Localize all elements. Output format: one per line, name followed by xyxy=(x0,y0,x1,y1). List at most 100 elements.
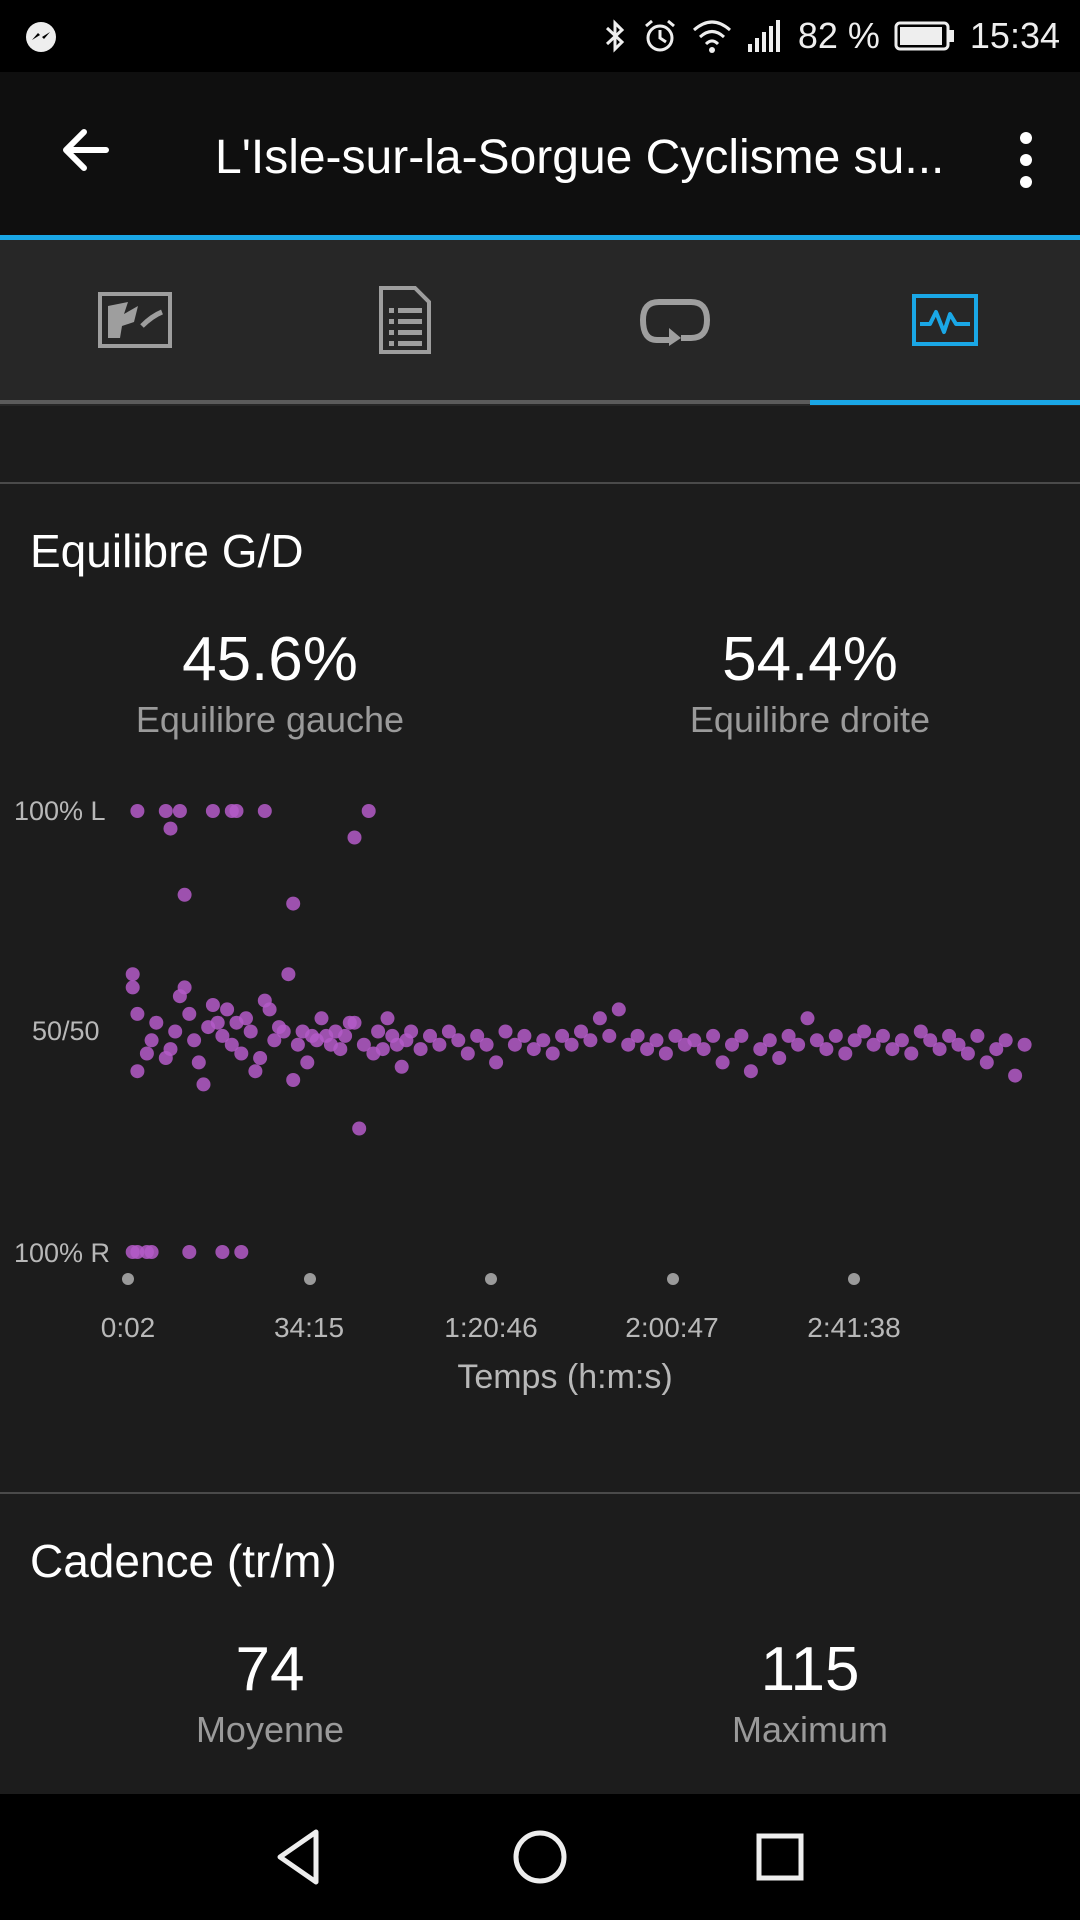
data-point xyxy=(621,1037,636,1052)
data-point xyxy=(205,804,220,818)
nav-back-icon[interactable] xyxy=(266,1824,332,1890)
x-tick-label: 0:02 xyxy=(100,1312,156,1343)
y-tick-label: 100% L xyxy=(14,796,106,826)
more-options-icon[interactable] xyxy=(1006,130,1046,190)
data-point xyxy=(215,1245,230,1259)
map-icon xyxy=(98,292,172,348)
data-point xyxy=(526,1042,541,1057)
data-point xyxy=(229,804,244,818)
data-point xyxy=(942,1028,957,1043)
data-point xyxy=(338,1028,353,1043)
x-axis-title: Temps (h:m:s) xyxy=(457,1358,673,1396)
activity-title: L'Isle-sur-la-Sorgue Cyclisme su... xyxy=(215,131,945,184)
data-point xyxy=(687,1033,702,1048)
data-point xyxy=(828,1028,843,1043)
data-point xyxy=(177,980,192,995)
data-point xyxy=(286,1073,301,1087)
data-point xyxy=(281,967,296,982)
data-point xyxy=(564,1037,579,1052)
data-point xyxy=(904,1046,919,1061)
data-point xyxy=(314,1011,329,1026)
data-point xyxy=(177,887,192,902)
data-point xyxy=(640,1042,655,1057)
data-point xyxy=(404,1024,419,1039)
data-point xyxy=(267,1033,282,1048)
y-tick-label: 100% R xyxy=(14,1238,111,1268)
nav-recents-icon[interactable] xyxy=(747,1824,813,1890)
balance-chart[interactable]: 100% L 50/50 100% R 0:02 34:15 1:20:46 2… xyxy=(0,780,1080,1400)
data-point xyxy=(356,1037,371,1052)
battery-icon xyxy=(894,21,954,51)
data-point xyxy=(300,1055,315,1070)
data-point xyxy=(342,1015,357,1030)
back-arrow-icon[interactable] xyxy=(56,120,116,180)
data-point xyxy=(960,1046,975,1061)
tab-bar xyxy=(0,240,1080,406)
cadence-max-value: 115 xyxy=(760,1635,860,1704)
data-point xyxy=(380,1011,395,1026)
data-point xyxy=(163,821,178,836)
data-point xyxy=(182,1245,197,1259)
divider xyxy=(0,1492,1080,1494)
app-bar-accent-line xyxy=(0,235,1080,240)
data-point xyxy=(592,1011,607,1026)
data-point xyxy=(248,1064,263,1079)
wifi-icon xyxy=(692,20,731,53)
data-point xyxy=(172,804,187,818)
charts-icon xyxy=(912,294,978,346)
right-balance-stat: 54.4% Equilibre droite xyxy=(540,624,1080,741)
data-point xyxy=(210,1015,225,1030)
data-point xyxy=(130,1064,145,1079)
tab-charts[interactable] xyxy=(810,240,1080,405)
cadence-max-stat: 115 Maximum xyxy=(540,1634,1080,1751)
data-point xyxy=(951,1037,966,1052)
data-point xyxy=(413,1042,428,1057)
data-point xyxy=(781,1028,796,1043)
tab-laps[interactable] xyxy=(540,240,810,404)
cadence-avg-value: 74 xyxy=(235,1635,305,1704)
data-point xyxy=(979,1055,994,1070)
app-bar: L'Isle-sur-la-Sorgue Cyclisme su... xyxy=(0,72,1080,240)
data-point xyxy=(423,1028,437,1043)
tab-map[interactable] xyxy=(0,240,270,404)
battery-percent: 82 % xyxy=(797,15,880,56)
data-point xyxy=(847,1033,862,1048)
left-balance-label: Equilibre gauche xyxy=(135,699,405,740)
data-point xyxy=(725,1037,739,1052)
data-point xyxy=(215,1028,230,1043)
data-point xyxy=(498,1024,513,1039)
data-point xyxy=(649,1033,664,1048)
data-point xyxy=(479,1037,494,1052)
data-point xyxy=(885,1042,900,1057)
x-axis-tick xyxy=(848,1273,860,1285)
data-point xyxy=(460,1046,475,1061)
data-point xyxy=(611,1002,626,1017)
cadence-max-label: Maximum xyxy=(731,1709,888,1750)
data-point xyxy=(555,1028,570,1043)
data-point xyxy=(998,1033,1013,1048)
details-icon xyxy=(379,286,431,354)
nav-home-icon[interactable] xyxy=(507,1824,573,1890)
data-point xyxy=(139,1046,154,1061)
tab-details[interactable] xyxy=(270,240,540,404)
status-bar: 82 % 15:34 xyxy=(0,0,1080,72)
content-area[interactable]: Equilibre G/D 45.6% Equilibre gauche 54.… xyxy=(0,406,1080,1794)
x-tick-label: 2:41:38 xyxy=(807,1312,901,1343)
x-axis-tick xyxy=(304,1273,316,1285)
x-tick-label: 34:15 xyxy=(273,1312,345,1343)
data-point xyxy=(932,1042,947,1057)
data-point xyxy=(394,1059,409,1074)
data-point xyxy=(253,1051,268,1065)
clock: 15:34 xyxy=(969,15,1060,56)
data-point xyxy=(220,1002,235,1017)
data-point xyxy=(989,1042,1004,1057)
data-point xyxy=(602,1028,617,1043)
data-point xyxy=(753,1042,768,1057)
data-point xyxy=(923,1033,938,1048)
x-axis-tick xyxy=(485,1273,497,1285)
data-point xyxy=(451,1033,466,1048)
data-point xyxy=(489,1055,504,1070)
data-point xyxy=(819,1042,834,1057)
data-point xyxy=(239,1011,253,1026)
data-point xyxy=(163,1042,178,1057)
